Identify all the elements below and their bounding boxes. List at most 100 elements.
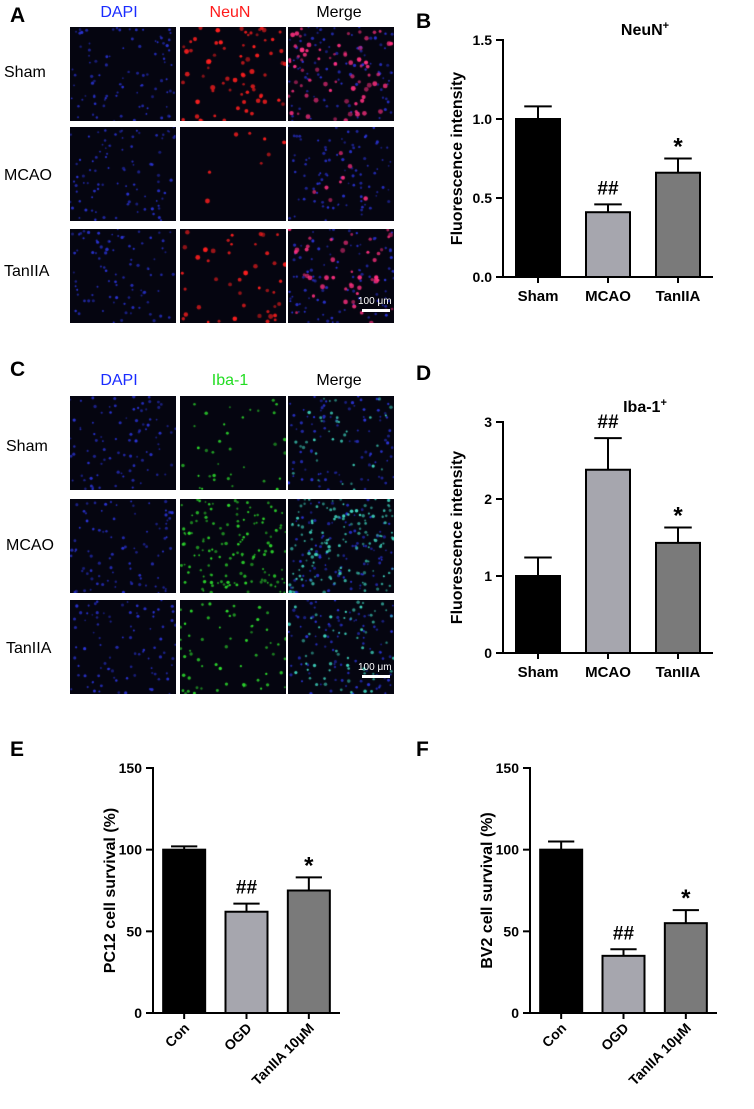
x-tick-label: MCAO [585,288,631,305]
chart-f: BV2 cell survival (%) 0 50 100 150 Con ## OGD * T… [479,760,717,1089]
micrograph-merge-1 [288,127,394,221]
scale-bar-label: 100 μm [358,296,392,307]
row-label-taniia: TanIIA [4,263,50,280]
bar-ogd [224,910,269,1015]
micrograph-dapi-1 [70,499,176,593]
y-axis-label: Fluorescence intensity [449,451,466,624]
x-tick-label: OGD [598,1020,632,1054]
significance-marker: * [304,852,314,879]
panel-letter-f: F [416,738,429,761]
y-axis-label: Fluorescence intensity [449,72,466,245]
micrograph-neun-2 [180,229,286,323]
bar-mcao [585,211,631,278]
bar-con [162,848,207,1014]
panel-letter-d: D [416,362,432,385]
micrograph-dapi-0 [70,396,176,490]
significance-marker: * [681,885,691,912]
x-tick-label: TanIIA [656,288,701,305]
y-tick-label: 0 [134,1005,142,1021]
panel-letter-e: E [10,738,25,761]
micrograph-merge-2 [288,229,394,323]
y-tick-label: 0.0 [473,269,493,285]
x-tick-label: Con [539,1020,570,1051]
panel-letter-a: A [10,4,26,27]
x-tick-label: OGD [221,1020,255,1054]
panel-letter-b: B [416,10,432,33]
bar-sham [515,118,561,278]
micrograph-iba1-0 [180,396,286,490]
y-tick-label: 150 [496,760,520,776]
chart-title: NeuN+ [621,20,669,39]
column-header-dapi: DAPI [100,4,138,21]
micrograph-merge-0 [288,27,394,121]
bar-taniia [655,171,701,278]
y-tick-label: 50 [503,923,519,939]
micrograph-iba1-2 [180,600,286,694]
bar-mcao [585,468,631,654]
micrograph-neun-0 [180,27,286,121]
micrograph-panel-a: DAPI NeuN Merge Sham MCAO TanIIA 100 μm [0,0,400,330]
micrograph-merge-2 [288,600,394,694]
row-label-mcao: MCAO [4,167,52,184]
x-tick-label: Con [162,1020,193,1051]
micrograph-iba1-1 [180,499,286,593]
x-tick-label: MCAO [585,664,631,681]
y-axis-label: PC12 cell survival (%) [102,808,119,973]
row-label-taniia: TanIIA [6,640,52,657]
significance-marker: ## [236,878,258,899]
y-tick-label: 150 [119,760,143,776]
bar-taniia [655,541,701,654]
scale-bar-label: 100 μm [358,662,392,673]
bar-taniia-10-m [286,889,331,1014]
micrograph-dapi-1 [70,127,176,221]
y-tick-label: 0 [511,1005,519,1021]
significance-marker: ## [613,923,635,944]
chart-title: Iba-1+ [623,397,667,416]
micrograph-merge-0 [288,396,394,490]
significance-marker: * [673,502,683,529]
micrograph-merge-1 [288,499,394,593]
y-tick-label: 1 [484,568,492,584]
column-header-neun: NeuN [209,4,251,21]
scale-bar [362,675,390,678]
x-tick-label: Sham [518,288,559,305]
y-tick-label: 3 [484,414,492,430]
significance-marker: ## [597,178,619,199]
bar-sham [515,575,561,654]
chart-d: Iba-1+ Fluorescence intensity 0 1 2 3 Sham ## MC… [449,397,713,681]
y-axis-label: BV2 cell survival (%) [479,812,496,969]
y-tick-label: 0.5 [473,190,493,206]
micrograph-dapi-2 [70,600,176,694]
y-tick-label: 2 [484,491,492,507]
scale-bar [362,309,390,312]
significance-marker: * [673,134,683,161]
column-header-merge: Merge [316,4,362,21]
y-tick-label: 1.0 [473,111,493,127]
micrograph-panel-c: DAPI Iba-1 Merge Sham MCAO TanIIA 100 μm [0,0,400,700]
chart-b: NeuN+ Fluorescence intensity 0.0 0.5 1.0 1.5 S… [449,20,713,305]
y-tick-label: 100 [119,842,143,858]
column-header-dapi: DAPI [100,372,138,389]
x-tick-label: TanIIA 10μM [248,1020,317,1089]
y-tick-label: 1.5 [473,32,493,48]
column-header-merge: Merge [316,372,362,389]
x-tick-label: TanIIA [656,664,701,681]
column-header-iba1: Iba-1 [211,372,249,389]
bar-ogd [601,954,646,1014]
micrograph-dapi-2 [70,229,176,323]
row-label-mcao: MCAO [6,537,54,554]
y-tick-label: 0 [484,645,492,661]
y-tick-label: 100 [496,842,520,858]
x-tick-label: Sham [518,664,559,681]
micrograph-dapi-0 [70,27,176,121]
significance-marker: ## [597,412,619,433]
micrograph-neun-1 [180,127,286,221]
bar-con [539,848,584,1014]
row-label-sham: Sham [6,438,48,455]
panel-letter-c: C [10,358,26,381]
row-label-sham: Sham [4,64,46,81]
x-tick-label: TanIIA 10μM [625,1020,694,1089]
chart-e: PC12 cell survival (%) 0 50 100 150 Con ## OGD *… [102,760,340,1089]
y-tick-label: 50 [126,923,142,939]
bar-taniia-10-m [663,922,708,1015]
